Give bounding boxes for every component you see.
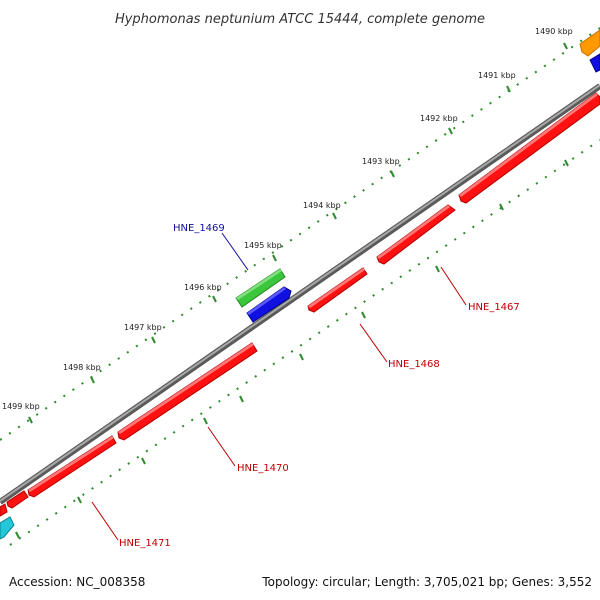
genome-backbone xyxy=(0,83,600,505)
gene-label-hne-1468[interactable]: HNE_1468 xyxy=(388,359,440,370)
kbp-label: 1498 kbp xyxy=(63,363,101,372)
outer-tick-track xyxy=(0,27,600,441)
kbp-label: 1491 kbp xyxy=(478,71,516,80)
gene-hne-1469[interactable] xyxy=(235,268,286,308)
gene-label-hne-1467[interactable]: HNE_1467 xyxy=(468,302,520,313)
gene-label-hne-1469[interactable]: HNE_1469 xyxy=(173,223,225,234)
kbp-label: 1492 kbp xyxy=(420,114,458,123)
inner-major-ticks xyxy=(15,159,569,539)
kbp-label: 1499 kbp xyxy=(2,402,40,411)
gene-hne-1467-a[interactable] xyxy=(458,92,600,204)
gene-label-hne-1471[interactable]: HNE_1471 xyxy=(119,538,171,549)
kbp-label: 1496 kbp xyxy=(184,283,222,292)
reverse-genes xyxy=(0,92,600,540)
kbp-labels: 1490 kbp 1491 kbp 1492 kbp 1493 kbp 1494… xyxy=(2,27,573,411)
kbp-label: 1495 kbp xyxy=(244,241,282,250)
label-connectors xyxy=(91,232,467,541)
map-title: Hyphomonas neptunium ATCC 15444, complet… xyxy=(115,12,485,27)
gene-red-small[interactable] xyxy=(6,490,29,509)
gene-label-hne-1470[interactable]: HNE_1470 xyxy=(237,463,289,474)
kbp-label: 1490 kbp xyxy=(535,27,573,36)
topology-text: Topology: circular; Length: 3,705,021 bp… xyxy=(261,575,592,589)
accession-text: Accession: NC_008358 xyxy=(9,575,145,589)
gene-blue-top[interactable] xyxy=(589,53,600,73)
gene-orange[interactable] xyxy=(579,29,600,57)
outer-major-ticks xyxy=(28,42,568,424)
gene-red-edge[interactable] xyxy=(0,503,8,517)
forward-genes xyxy=(235,29,600,323)
kbp-label: 1493 kbp xyxy=(362,157,400,166)
gene-hne-1467-b[interactable] xyxy=(376,204,456,265)
gene-cyan[interactable] xyxy=(0,516,15,540)
gene-labels: HNE_1469 HNE_1467 HNE_1468 HNE_1470 HNE_… xyxy=(119,223,520,549)
kbp-label: 1497 kbp xyxy=(124,323,162,332)
gene-hne-1470[interactable] xyxy=(117,342,258,441)
kbp-label: 1494 kbp xyxy=(303,201,341,210)
